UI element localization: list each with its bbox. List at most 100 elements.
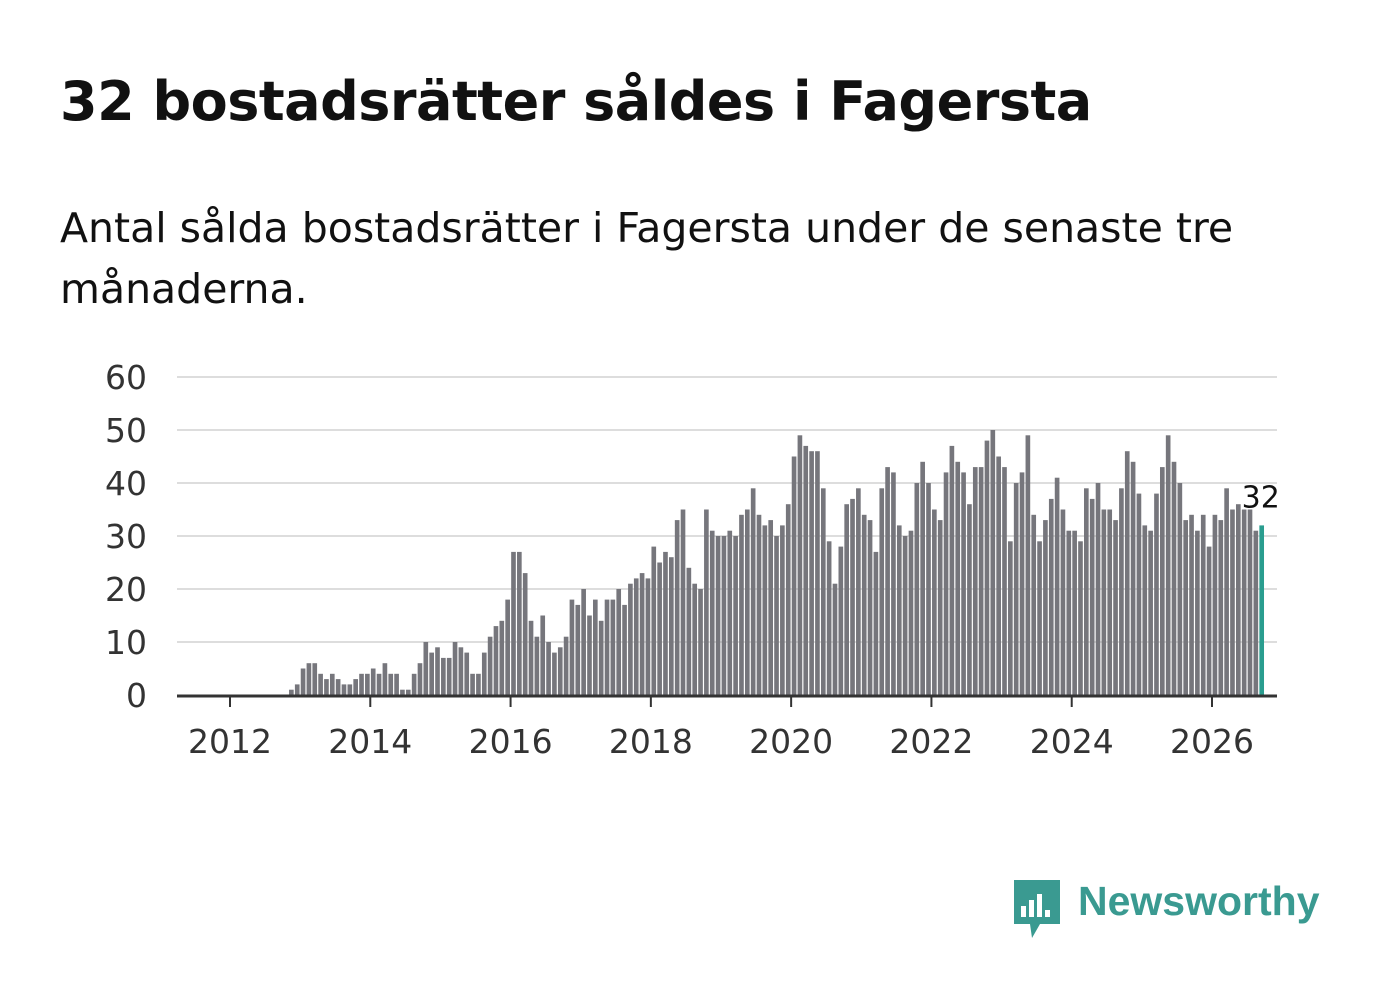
bar	[312, 663, 318, 695]
bar	[411, 673, 417, 695]
bar	[744, 509, 750, 695]
bar	[376, 673, 382, 695]
bar	[353, 679, 358, 695]
bar	[1043, 520, 1048, 695]
x-tick-label: 2020	[749, 722, 833, 761]
bar	[639, 573, 645, 695]
bar	[1124, 451, 1130, 695]
bar	[785, 504, 791, 695]
bar	[984, 440, 990, 695]
x-tick-label: 2026	[1170, 722, 1254, 761]
bar	[709, 530, 715, 695]
bar	[499, 620, 505, 695]
y-tick-label: 50	[105, 411, 147, 450]
bar	[1159, 467, 1165, 695]
bar	[844, 504, 849, 695]
bar	[1101, 509, 1107, 695]
bar	[750, 488, 756, 695]
x-tick-label: 2024	[1030, 722, 1114, 761]
bar	[943, 472, 949, 695]
bar	[908, 530, 914, 695]
bar	[668, 557, 674, 695]
bar	[1084, 488, 1089, 695]
bar	[452, 642, 458, 695]
bar	[1247, 509, 1253, 695]
bar	[867, 520, 873, 695]
bar	[1130, 461, 1136, 695]
bar	[370, 668, 376, 695]
bar	[522, 573, 528, 695]
bar	[1002, 467, 1007, 695]
bar	[692, 583, 698, 695]
bar	[1095, 483, 1101, 695]
x-tick-label: 2016	[469, 722, 553, 761]
bar	[633, 578, 639, 695]
bar	[739, 514, 744, 695]
bar	[657, 562, 662, 695]
chart-subtitle: Antal sålda bostadsrätter i Fagersta und…	[60, 204, 1234, 313]
y-tick-label: 0	[126, 676, 147, 715]
bar	[891, 472, 896, 695]
bar	[417, 663, 423, 695]
bar	[774, 536, 779, 695]
y-tick-label: 40	[105, 464, 147, 503]
bar	[820, 488, 826, 695]
bar	[1200, 514, 1206, 695]
bar	[967, 504, 972, 695]
x-axis-ticks: 2012 2014 2016 2018 2020 2022 2024 2026	[188, 697, 1254, 761]
bar	[902, 536, 908, 695]
bar	[961, 472, 966, 695]
bar-latest	[1259, 525, 1265, 695]
bar	[493, 626, 499, 695]
bar	[704, 509, 709, 695]
brand-name: Newsworthy	[1078, 878, 1320, 924]
bar	[686, 567, 692, 695]
bar	[476, 673, 481, 695]
bar	[990, 430, 996, 695]
bar	[505, 599, 510, 695]
bar	[400, 689, 405, 695]
bar	[481, 652, 487, 695]
bar	[429, 652, 434, 695]
bar	[826, 541, 832, 695]
bar	[1031, 514, 1037, 695]
bar	[335, 679, 341, 695]
newsworthy-logo: Newsworthy	[1010, 874, 1330, 944]
bar	[920, 461, 925, 695]
bar	[1206, 546, 1212, 695]
bar	[879, 488, 885, 695]
bar	[552, 652, 557, 695]
bar	[1230, 509, 1235, 695]
bar	[1253, 530, 1259, 695]
bar	[949, 445, 955, 695]
bar	[405, 689, 411, 695]
newsworthy-logo-icon	[1014, 880, 1060, 938]
bar	[1241, 509, 1247, 695]
x-tick-label: 2018	[609, 722, 693, 761]
bar	[1013, 483, 1019, 695]
bar	[347, 684, 353, 695]
bar	[1218, 520, 1224, 695]
x-tick-label: 2014	[328, 722, 412, 761]
bar	[733, 536, 738, 695]
bar	[517, 551, 522, 695]
bar	[394, 673, 399, 695]
bar	[534, 636, 540, 695]
bar	[932, 509, 937, 695]
bar	[1066, 530, 1072, 695]
bar	[803, 445, 809, 695]
bar	[388, 673, 394, 695]
bar	[850, 498, 855, 695]
bar	[1025, 435, 1031, 695]
bar	[569, 599, 575, 695]
bar	[329, 673, 335, 695]
bar	[996, 456, 1001, 695]
y-tick-label: 20	[105, 570, 147, 609]
bar	[1235, 504, 1241, 695]
bar	[1195, 530, 1200, 695]
x-tick-label: 2022	[889, 722, 973, 761]
bar	[446, 657, 452, 695]
bar	[663, 551, 668, 695]
bar	[628, 583, 633, 695]
bar	[528, 620, 534, 695]
